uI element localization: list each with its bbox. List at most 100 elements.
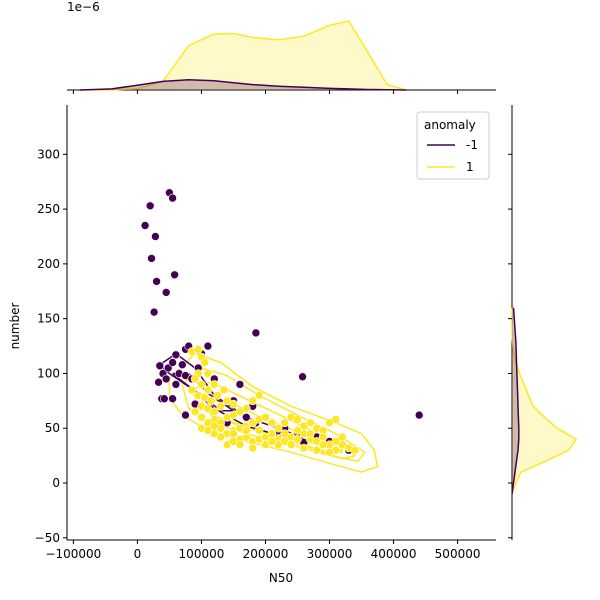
right-marginal-kde [511, 105, 578, 540]
y-tick-label-4: 150 [37, 312, 60, 326]
right-marginal-area-normal [512, 307, 577, 494]
point-anomaly-21 [178, 360, 187, 370]
right-marginal-line-normal [511, 307, 578, 495]
point-normal-66 [293, 434, 302, 444]
point-normal-84 [235, 440, 245, 450]
point-anomaly-27 [171, 380, 181, 389]
point-normal-87 [210, 421, 219, 431]
y-tick-label-3: 100 [37, 366, 60, 380]
point-normal-46 [280, 418, 290, 428]
point-anomaly-12 [414, 410, 424, 420]
point-normal-14 [213, 391, 222, 400]
tick-marks: −100000 0 100000 200000 300000 400000 500000 −5… [35, 90, 512, 561]
point-normal-48 [293, 415, 302, 424]
x-tick-label-4: 300000 [307, 547, 353, 561]
point-anomaly-10 [251, 328, 261, 338]
x-axis-label: N50 [269, 571, 293, 585]
point-normal-6 [190, 374, 200, 384]
point-normal-70 [318, 432, 328, 442]
y-tick-label-1: 0 [52, 476, 60, 490]
point-normal-77 [325, 447, 334, 457]
point-normal-83 [248, 443, 257, 453]
point-normal-3 [200, 358, 209, 367]
point-normal-93 [305, 429, 315, 439]
point-normal-89 [254, 426, 264, 435]
point-normal-62 [267, 429, 277, 439]
point-anomaly-11 [298, 372, 307, 382]
point-normal-50 [305, 418, 315, 428]
legend-label-anomaly: -1 [466, 138, 478, 152]
point-anomaly-47 [242, 412, 251, 422]
point-normal-8 [203, 385, 213, 395]
point-anomaly-3 [151, 232, 160, 241]
point-anomaly-0 [140, 221, 150, 230]
top-marginal-line-anomaly [79, 79, 407, 91]
point-normal-9 [210, 380, 219, 389]
x-tick-label-1: 0 [134, 547, 142, 561]
point-anomaly-25 [160, 394, 169, 404]
point-normal-18 [210, 407, 219, 417]
y-axis-label: number [8, 303, 22, 350]
y-tick-label-6: 250 [37, 202, 60, 216]
point-normal-75 [350, 445, 360, 455]
point-normal-54 [331, 415, 341, 424]
y-tick-label-7: 300 [37, 147, 60, 161]
point-normal-19 [216, 401, 225, 411]
x-tick-label-3: 200000 [243, 547, 289, 561]
point-anomaly-2 [147, 254, 156, 263]
point-normal-44 [267, 418, 277, 428]
point-normal-91 [280, 429, 290, 439]
point-normal-13 [206, 396, 216, 406]
point-normal-80 [286, 440, 296, 450]
point-anomaly-13 [155, 361, 165, 371]
point-anomaly-15 [154, 377, 163, 387]
point-anomaly-4 [152, 277, 161, 286]
point-anomaly-6 [161, 288, 171, 297]
scatter-points [140, 188, 424, 457]
point-normal-94 [318, 440, 328, 450]
point-anomaly-35 [235, 380, 245, 389]
top-marginal-scale-label: 1e−6 [67, 0, 100, 14]
point-normal-78 [312, 445, 322, 455]
point-normal-7 [197, 380, 206, 389]
top-marginal-kde [67, 19, 496, 91]
legend-label-normal: 1 [466, 160, 474, 174]
point-anomaly-1 [145, 201, 155, 211]
top-marginal-area-normal [79, 20, 407, 90]
point-anomaly-8 [168, 193, 177, 203]
y-tick-label-0: −50 [35, 531, 60, 545]
point-normal-43 [261, 412, 270, 422]
point-anomaly-9 [170, 270, 179, 280]
point-normal-15 [219, 385, 229, 395]
point-normal-10 [187, 385, 197, 395]
x-tick-label-6: 500000 [435, 547, 481, 561]
point-normal-30 [242, 404, 251, 413]
point-anomaly-31 [203, 341, 213, 351]
point-anomaly-26 [168, 394, 177, 404]
legend: anomaly -1 1 [416, 111, 490, 180]
point-normal-79 [299, 443, 309, 453]
top-marginal-line-normal [79, 19, 407, 91]
point-normal-90 [242, 426, 251, 435]
point-anomaly-43 [181, 410, 190, 420]
x-tick-label-2: 100000 [179, 547, 225, 561]
point-anomaly-17 [168, 358, 177, 367]
right-marginal-area-anomaly [512, 307, 519, 494]
legend-title: anomaly [424, 118, 476, 132]
point-normal-1 [194, 344, 203, 354]
x-tick-label-0: −100000 [45, 547, 101, 561]
x-tick-label-5: 400000 [371, 547, 417, 561]
point-normal-88 [267, 437, 277, 446]
point-anomaly-5 [149, 307, 159, 317]
y-tick-label-5: 200 [37, 257, 60, 271]
y-tick-label-2: 50 [45, 421, 60, 435]
point-normal-85 [229, 429, 238, 439]
point-anomaly-23 [161, 374, 171, 384]
point-normal-21 [229, 399, 238, 409]
point-normal-92 [293, 426, 302, 435]
right-marginal-line-anomaly [511, 307, 520, 495]
point-anomaly-18 [171, 350, 181, 360]
point-normal-22 [190, 407, 200, 417]
point-normal-23 [197, 412, 206, 422]
